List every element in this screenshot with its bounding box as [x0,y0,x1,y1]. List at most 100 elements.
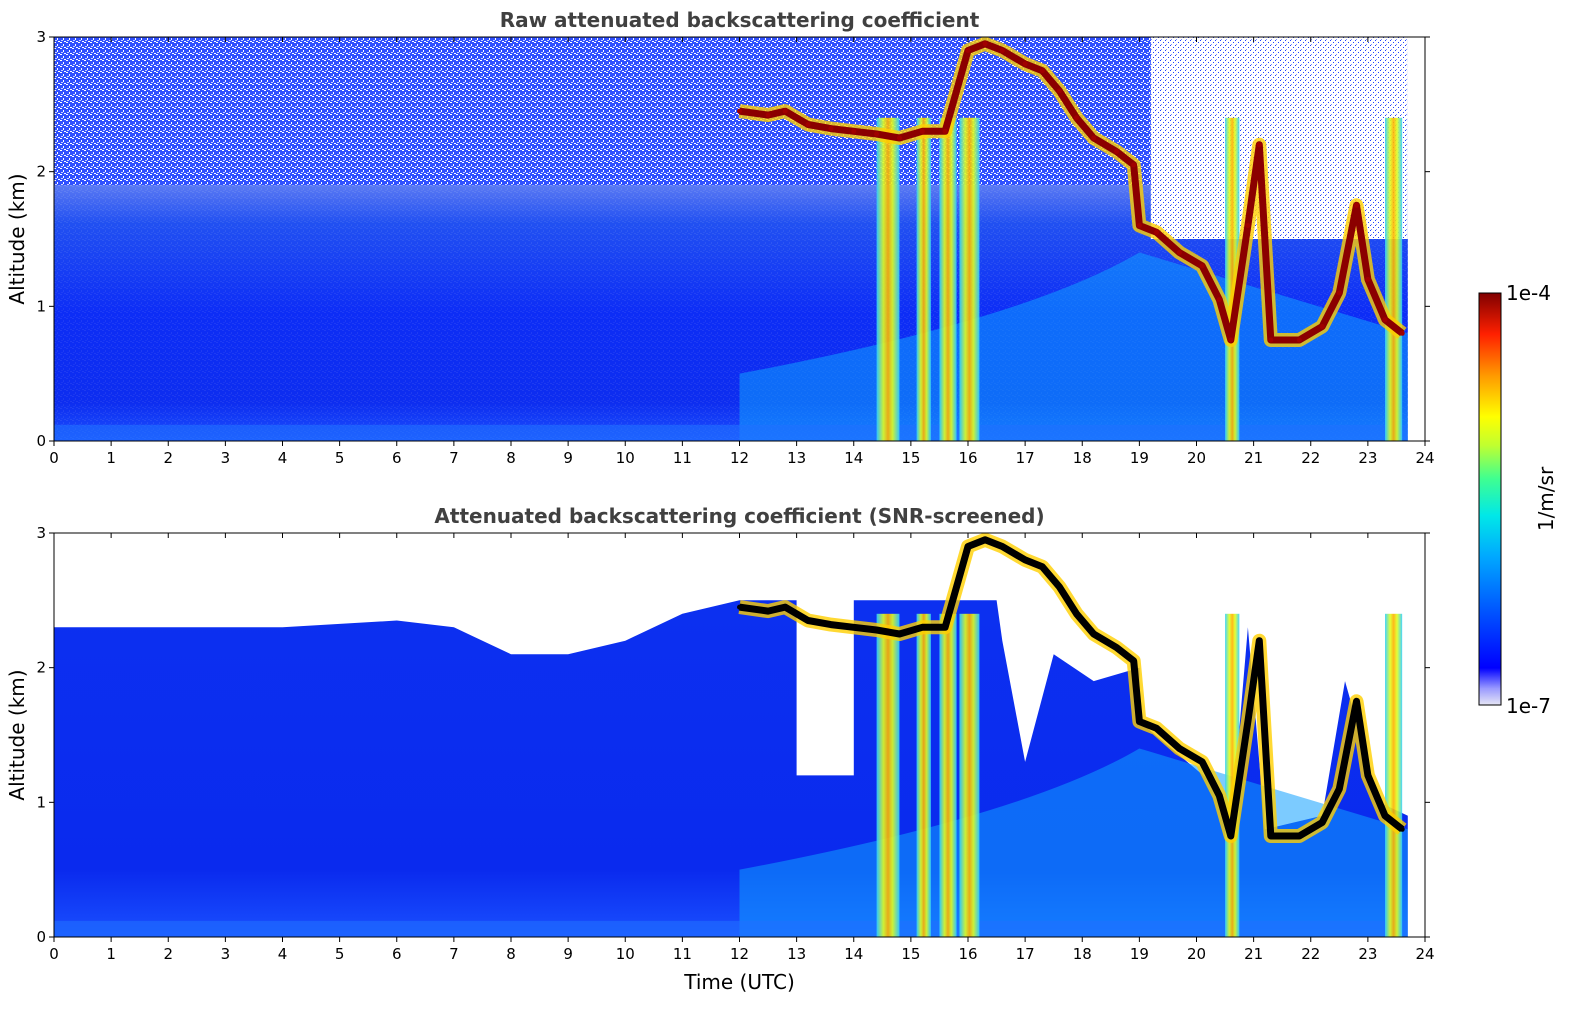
cloud-point [851,624,857,630]
precip-shaft-2 [916,613,931,937]
cloud-point [965,544,971,549]
cloud-point [1176,250,1182,255]
x-tick-label: 12 [730,945,749,963]
precip-shaft-6 [1385,117,1403,441]
cloud-point [737,108,742,114]
y-tick-label: 2 [36,659,46,677]
chart-title: Raw attenuated backscattering coefficien… [500,8,980,32]
y-tick-label: 0 [36,432,46,450]
x-tick-label: 18 [1073,945,1092,963]
x-tick-label: 16 [958,449,977,467]
x-tick-label: 3 [221,945,231,963]
panel-1: 0 1 2 3 4 5 6 7 8 9 10 11 12 13 14 15 16 17 18 19 20 21 22 23 24… [5,8,1435,467]
cloud-point [999,544,1005,549]
cloud-point [1399,330,1405,336]
colorbar-max-label: 1e-4 [1506,281,1551,305]
x-tick-label: 8 [506,449,516,467]
cloud-point [765,112,771,118]
cloud-point [737,604,742,610]
x-tick-label: 1 [106,945,116,963]
cloud-point [1399,826,1405,832]
x-tick-label: 10 [616,449,635,467]
x-tick-label: 13 [787,945,806,963]
heatmap-area [54,533,1425,937]
precip-shaft-5 [1225,613,1240,937]
cloud-point [1074,115,1079,121]
surface-layer [54,424,1408,441]
x-tick-label: 6 [392,449,402,467]
x-tick-label: 24 [1415,449,1434,467]
cloud-point [897,135,902,141]
cloud-point [1136,223,1142,228]
x-tick-label: 15 [901,945,920,963]
x-tick-label: 18 [1073,449,1092,467]
x-tick-label: 0 [49,945,59,963]
precip-shaft-4 [959,613,980,937]
x-tick-label: 23 [1358,945,1377,963]
cloud-point [965,48,971,53]
x-tick-label: 13 [787,449,806,467]
x-tick-label: 19 [1130,945,1149,963]
cloud-point [1256,638,1262,644]
precip-shaft-4 [959,117,980,441]
cloud-point [1228,833,1234,839]
x-tick-label: 2 [163,945,173,963]
cloud-point [1256,142,1262,148]
precip-shaft-1 [876,613,900,937]
x-tick-label: 5 [335,945,345,963]
cloud-point [1268,337,1274,343]
y-tick-label: 0 [36,928,46,946]
precip-shaft-1 [876,117,900,441]
no-data-region [1407,533,1425,937]
x-tick-label: 22 [1301,945,1320,963]
cloud-point [1114,645,1119,650]
cloud-point [1216,793,1222,799]
cloud-point [1091,135,1097,141]
y-tick-label: 2 [36,163,46,181]
cloud-point [1022,557,1028,563]
cloud-point [1039,564,1045,570]
cloud-point [919,624,925,630]
cloud-point [1131,162,1137,168]
cloud-point [1365,276,1371,282]
cloud-point [919,128,925,134]
x-tick-label: 22 [1301,449,1320,467]
cloud-point [1336,786,1342,792]
x-tick-label: 16 [958,945,977,963]
x-tick-label: 9 [563,945,573,963]
cloud-point [782,604,788,610]
precip-shaft-3 [939,117,957,441]
cloud-point [805,122,811,127]
x-tick-label: 4 [278,945,288,963]
y-tick-label: 3 [36,28,46,46]
cloud-point [1216,297,1222,303]
cloud-point [1228,337,1234,343]
cloud-layer-core [739,40,1405,344]
sparse-noise-region [1150,37,1408,239]
cloud-point [1319,820,1325,825]
cloud-point [1199,263,1205,269]
cloud-point [874,627,880,633]
cloud-point [1296,833,1302,839]
chart-title: Attenuated backscattering coefficient (S… [434,504,1044,528]
cloud-point [1136,719,1142,724]
x-tick-label: 3 [221,449,231,467]
cloud-point [1056,88,1062,94]
x-tick-label: 11 [673,945,692,963]
precip-shaft-5 [1225,117,1240,441]
cloud-point [1365,772,1371,778]
surface-layer [54,920,1408,937]
cloud-point [1176,746,1182,751]
x-tick-label: 24 [1415,945,1434,963]
x-axis-label: Time (UTC) [683,970,795,994]
x-tick-label: 11 [673,449,692,467]
cloud-point [1268,833,1274,839]
colorbar-unit-label: 1/m/sr [1534,466,1558,531]
x-tick-label: 17 [1016,945,1035,963]
cloud-point [1056,584,1062,590]
x-tick-label: 17 [1016,449,1035,467]
cloud-point [1382,813,1388,819]
cloud-point [1074,611,1079,617]
x-tick-label: 14 [844,449,863,467]
